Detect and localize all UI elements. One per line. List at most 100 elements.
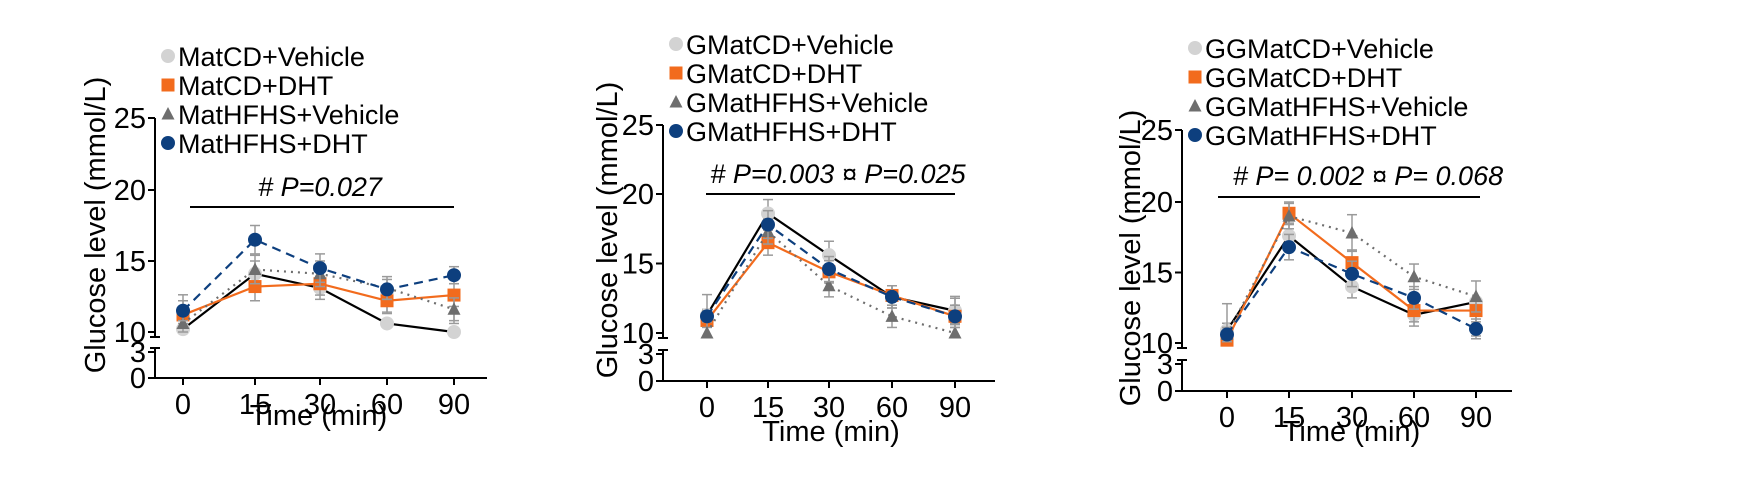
legend-entry: GGMatCD+DHT <box>1205 63 1402 93</box>
data-point <box>380 282 394 297</box>
legend-marker <box>1188 99 1202 112</box>
x-axis-title: Time (min) <box>1283 416 1420 448</box>
y-tick-label: 25 <box>622 110 654 142</box>
legend-marker <box>1188 70 1202 84</box>
y-axis-title: Glucose level (mmol/L) <box>592 82 624 379</box>
data-point <box>176 316 190 329</box>
x-tick-label: 0 <box>1219 402 1235 434</box>
significance-annotation: # P= 0.002 ¤ P= 0.068 <box>1233 161 1503 191</box>
x-tick-label: 0 <box>699 392 715 424</box>
legend-entry: MatHFHS+Vehicle <box>178 100 399 130</box>
data-point <box>761 217 775 232</box>
y-axis-title: Glucose level (mmol/L) <box>80 77 112 374</box>
legend-entry: MatCD+Vehicle <box>178 42 365 72</box>
x-tick-label: 30 <box>813 392 845 424</box>
x-axis-title: Time (min) <box>762 416 899 448</box>
legend-entry: MatHFHS+DHT <box>178 129 368 159</box>
series-3 <box>700 209 962 329</box>
data-point <box>822 278 836 292</box>
data-point <box>1407 304 1421 318</box>
x-tick-label: 15 <box>1273 402 1305 434</box>
x-tick-label: 0 <box>175 389 191 421</box>
x-tick-label: 15 <box>752 392 784 424</box>
data-point <box>700 326 714 339</box>
y-tick-label: 20 <box>622 179 654 211</box>
y-tick-label: 3 <box>1157 349 1173 381</box>
y-tick-label: 15 <box>114 246 146 278</box>
y-tick-label: 0 <box>1157 376 1173 408</box>
y-tick-label: 15 <box>1141 258 1173 290</box>
significance-annotation: # P=0.027 <box>258 172 383 202</box>
data-point <box>948 326 962 339</box>
data-point <box>1469 289 1483 302</box>
legend-marker <box>1188 128 1202 142</box>
legend-entry: GMatHFHS+Vehicle <box>686 88 928 118</box>
series-2 <box>700 218 962 339</box>
legend-entry: MatCD+DHT <box>178 71 333 101</box>
legend-marker <box>161 136 175 150</box>
y-tick-label: 3 <box>638 339 654 371</box>
series-3 <box>176 224 461 322</box>
data-point <box>700 309 714 324</box>
data-point <box>380 294 394 308</box>
y-tick-label: 10 <box>114 317 146 349</box>
y-tick-label: 20 <box>1141 187 1173 219</box>
data-point <box>1407 269 1421 283</box>
y-tick-label: 10 <box>1141 328 1173 360</box>
data-point <box>1282 209 1296 222</box>
y-tick-label: 0 <box>638 366 654 398</box>
x-tick-label: 90 <box>438 389 470 421</box>
data-point <box>1220 327 1234 342</box>
legend-marker <box>669 124 683 138</box>
x-tick-label: 60 <box>371 389 403 421</box>
data-point <box>248 232 262 247</box>
series-1 <box>176 271 461 325</box>
y-tick-label: 10 <box>622 318 654 350</box>
x-tick-label: 90 <box>939 392 971 424</box>
data-point <box>380 316 394 331</box>
data-point <box>1345 226 1359 239</box>
y-tick-label: 20 <box>114 175 146 207</box>
data-point <box>822 248 836 263</box>
x-tick-label: 60 <box>876 392 908 424</box>
legend-marker <box>669 66 683 80</box>
y-tick-label: 15 <box>622 249 654 281</box>
data-point <box>176 303 190 318</box>
y-tick-label: 0 <box>130 363 146 395</box>
x-tick-label: 90 <box>1460 402 1492 434</box>
legend-marker <box>161 78 175 92</box>
legend-marker <box>161 49 175 63</box>
legend-marker <box>1188 41 1202 55</box>
data-point <box>885 289 899 304</box>
legend-marker <box>161 107 175 120</box>
data-point <box>313 261 327 276</box>
series-line <box>706 229 956 335</box>
x-tick-label: 15 <box>239 389 271 421</box>
x-tick-label: 30 <box>1336 402 1368 434</box>
legend-entry: GMatCD+DHT <box>686 59 862 89</box>
series-3 <box>1220 233 1483 343</box>
data-point <box>822 262 836 277</box>
y-tick-label: 3 <box>130 337 146 369</box>
data-point <box>447 325 461 339</box>
y-tick-label: 25 <box>1141 115 1173 147</box>
significance-annotation: # P=0.003 ¤ P=0.025 <box>710 159 966 189</box>
data-point <box>885 309 899 322</box>
y-axis-title: Glucose level (mmol/L) <box>1115 110 1147 407</box>
x-tick-label: 30 <box>304 389 336 421</box>
legend-entry: GGMatHFHS+DHT <box>1205 121 1437 151</box>
data-point <box>1345 266 1359 281</box>
x-tick-label: 60 <box>1398 402 1430 434</box>
legend-entry: GGMatCD+Vehicle <box>1205 34 1434 64</box>
legend-marker <box>669 95 683 108</box>
y-tick-label: 25 <box>114 103 146 135</box>
legend-entry: GGMatHFHS+Vehicle <box>1205 92 1468 122</box>
x-axis-title: Time (min) <box>250 400 387 432</box>
data-point <box>1407 290 1421 305</box>
data-point <box>1282 240 1296 255</box>
legend-entry: GMatCD+Vehicle <box>686 30 894 60</box>
